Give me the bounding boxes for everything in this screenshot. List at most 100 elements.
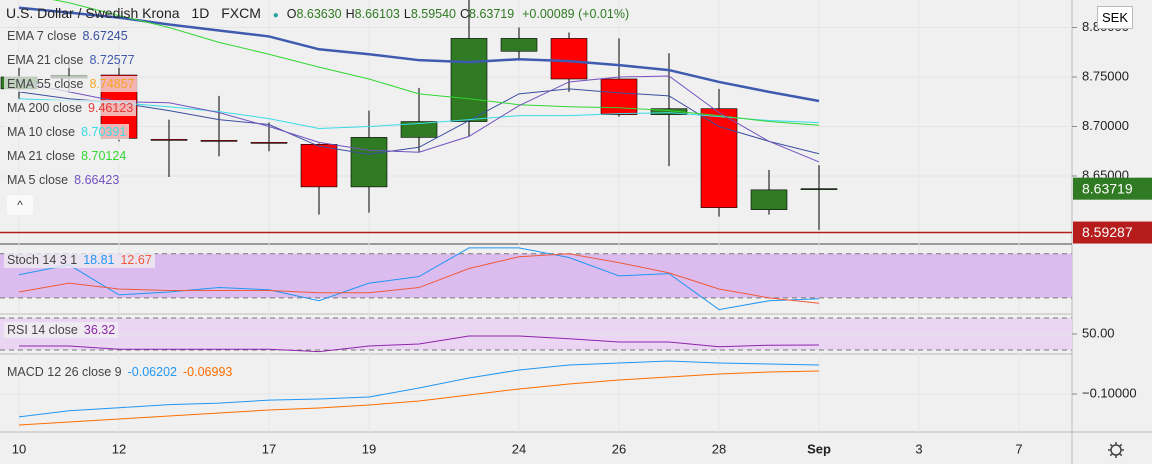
x-tick-label: Sep xyxy=(807,441,831,456)
y-tick-label: 50.00 xyxy=(1082,325,1115,340)
legend-value: 18.81 xyxy=(83,253,115,267)
x-tick-label: 12 xyxy=(112,441,126,456)
status-dot: ● xyxy=(272,10,279,21)
legend-entry: MACD 12 26 close 9 -0.06202 -0.06993 xyxy=(4,364,236,380)
price-tag-label: 8.59287 xyxy=(1082,224,1133,240)
candle-body xyxy=(750,189,788,210)
legend-entry: MA 21 close 8.70124 xyxy=(4,148,130,164)
legend-name: EMA 7 close xyxy=(7,29,77,43)
line-series xyxy=(18,98,820,129)
legend-row: EMA 7 close 8.67245 xyxy=(4,28,131,44)
legend-name: Stoch 14 3 1 xyxy=(7,253,78,267)
symbol-header: U.S. Dollar / Swedish Krona 1D FXCM ● O8… xyxy=(6,5,629,21)
legend-entry: EMA 7 close 8.67245 xyxy=(4,28,131,44)
legend-entry: RSI 14 close 36.32 xyxy=(4,322,119,338)
legend-row: MA 10 close 8.70391 xyxy=(4,124,130,140)
interval: 1D xyxy=(191,5,210,21)
line-series xyxy=(18,360,820,418)
ohlc-number: 8.63719 xyxy=(469,7,515,21)
line-series xyxy=(19,335,820,353)
y-tick-label: 8.70000 xyxy=(1082,118,1129,133)
ohlc-value: L8.59540 xyxy=(404,7,456,21)
price-tag-label: 8.63719 xyxy=(1082,180,1133,196)
candle-body xyxy=(400,121,438,138)
legend-entry: MA 5 close 8.66423 xyxy=(4,172,123,188)
candle-body xyxy=(700,108,738,208)
legend-name: MA 21 close xyxy=(7,149,76,163)
x-tick-label: 17 xyxy=(262,441,276,456)
change: +0.00089 (+0.01%) xyxy=(522,7,630,21)
ohlc-number: 8.66103 xyxy=(354,7,400,21)
line-series xyxy=(18,253,820,304)
legend-entry: EMA 21 close 8.72577 xyxy=(4,52,138,68)
ohlc-key: C xyxy=(460,7,470,21)
candle-body xyxy=(650,108,688,115)
line-series xyxy=(18,247,820,311)
legend-name: EMA 21 close xyxy=(7,53,84,67)
legend-row: EMA 55 close 8.74857 xyxy=(4,76,138,92)
x-tick-label: 24 xyxy=(512,441,526,456)
ohlc-key: L xyxy=(403,7,411,21)
legend-value: 8.74857 xyxy=(89,77,135,91)
x-tick-label: 28 xyxy=(712,441,726,456)
candle-body xyxy=(800,188,838,190)
source: FXCM xyxy=(221,5,261,21)
legend-value: 12.67 xyxy=(120,253,152,267)
legend-value: 8.70391 xyxy=(81,125,127,139)
legend-row: MA 21 close 8.70124 xyxy=(4,148,130,164)
price-tag xyxy=(1073,221,1152,244)
ohlc-value: C8.63719 xyxy=(460,7,514,21)
legend-name: RSI 14 close xyxy=(7,323,78,337)
legend-row: MA 5 close 8.66423 xyxy=(4,172,123,188)
line-series xyxy=(18,6,820,103)
legend-value: -0.06993 xyxy=(183,365,233,379)
x-tick-label: 3 xyxy=(915,441,922,456)
x-tick-label: 26 xyxy=(612,441,626,456)
price-tag xyxy=(1073,177,1152,200)
candle-body xyxy=(150,139,188,141)
ohlc-value: O8.63630 xyxy=(287,7,342,21)
ohlc-number: 8.63630 xyxy=(296,7,342,21)
candle-body xyxy=(350,137,388,188)
legend-value: 8.72577 xyxy=(89,53,135,67)
legend-row: MACD 12 26 close 9 -0.06202 -0.06993 xyxy=(4,364,236,380)
legend-entry: EMA 55 close 8.74857 xyxy=(4,76,138,92)
settings-icon[interactable] xyxy=(1108,442,1124,458)
line-series xyxy=(18,370,820,426)
line-series xyxy=(18,75,820,163)
legend-name: MA 10 close xyxy=(7,125,76,139)
currency-label[interactable]: SEK xyxy=(1097,6,1134,29)
legend-name: EMA 55 close xyxy=(7,77,84,91)
legend-row: EMA 21 close 8.72577 xyxy=(4,52,138,68)
legend-name: MACD 12 26 close 9 xyxy=(7,365,122,379)
candle-body xyxy=(550,38,588,80)
candle-body xyxy=(200,140,238,142)
candle-body xyxy=(300,144,338,188)
legend-entry: MA 200 close 9.46123 xyxy=(4,100,137,116)
legend-row: Stoch 14 3 1 18.81 12.67 xyxy=(4,252,155,268)
x-tick-label: 7 xyxy=(1015,441,1022,456)
ohlc-value: H8.66103 xyxy=(346,7,400,21)
legend-value: 36.32 xyxy=(83,323,116,337)
legend-entry: Stoch 14 3 1 18.81 12.67 xyxy=(4,252,155,268)
legend-value: 8.70124 xyxy=(81,149,127,163)
legend-value: -0.06202 xyxy=(127,365,177,379)
legend-name: MA 5 close xyxy=(7,173,69,187)
y-tick-label: −0.10000 xyxy=(1082,385,1137,400)
legend-value: 8.66423 xyxy=(74,173,120,187)
ohlc-number: 8.59540 xyxy=(410,7,456,21)
symbol: U.S. Dollar / Swedish Krona xyxy=(6,5,180,21)
collapse-button[interactable]: ^ xyxy=(7,195,33,215)
legend-entry: MA 10 close 8.70391 xyxy=(4,124,130,140)
candle-body xyxy=(500,38,538,52)
ohlc-key: H xyxy=(345,7,355,21)
y-tick-label: 8.75000 xyxy=(1082,68,1129,83)
legend-row: RSI 14 close 36.32 xyxy=(4,322,119,338)
candle-body xyxy=(250,142,288,144)
x-tick-label: 19 xyxy=(362,441,376,456)
legend-value: 8.67245 xyxy=(82,29,128,43)
x-tick-label: 10 xyxy=(12,441,26,456)
legend-name: MA 200 close xyxy=(7,101,83,115)
